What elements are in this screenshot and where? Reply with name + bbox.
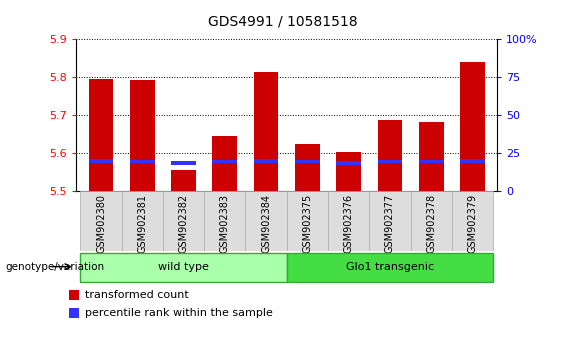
Bar	[411, 191, 452, 251]
Text: GSM902382: GSM902382	[179, 194, 189, 253]
Bar	[121, 191, 163, 251]
Bar	[287, 253, 493, 282]
Bar	[130, 160, 155, 164]
Bar	[212, 136, 237, 191]
Text: GSM902375: GSM902375	[302, 194, 312, 253]
Bar	[204, 191, 245, 251]
Bar	[377, 120, 402, 191]
Text: percentile rank within the sample: percentile rank within the sample	[85, 308, 273, 318]
Bar	[69, 290, 79, 300]
Bar	[287, 191, 328, 251]
Bar	[370, 191, 411, 251]
Bar	[69, 308, 79, 318]
Bar	[171, 161, 196, 165]
Text: GSM902383: GSM902383	[220, 194, 230, 252]
Text: GSM902378: GSM902378	[426, 194, 436, 253]
Bar	[336, 152, 361, 191]
Bar	[163, 191, 204, 251]
Bar	[460, 159, 485, 162]
Text: GSM902380: GSM902380	[96, 194, 106, 252]
Bar	[254, 72, 279, 191]
Text: GSM902384: GSM902384	[261, 194, 271, 252]
Bar	[212, 160, 237, 164]
Text: GSM902376: GSM902376	[344, 194, 354, 253]
Bar	[130, 80, 155, 191]
Bar	[295, 144, 320, 191]
Bar	[460, 62, 485, 191]
Bar	[377, 160, 402, 164]
Bar	[419, 121, 444, 191]
Bar	[254, 159, 279, 162]
Bar	[336, 161, 361, 165]
Bar	[295, 160, 320, 164]
Bar	[89, 79, 114, 191]
Bar	[419, 160, 444, 164]
Bar	[452, 191, 493, 251]
Text: GDS4991 / 10581518: GDS4991 / 10581518	[208, 14, 357, 28]
Text: genotype/variation: genotype/variation	[6, 262, 105, 272]
Bar	[80, 191, 121, 251]
Bar	[245, 191, 287, 251]
Text: transformed count: transformed count	[85, 290, 189, 300]
Text: GSM902379: GSM902379	[467, 194, 477, 253]
Bar	[171, 170, 196, 191]
Text: GSM902381: GSM902381	[137, 194, 147, 252]
Bar	[89, 159, 114, 162]
Text: Glo1 transgenic: Glo1 transgenic	[346, 262, 434, 272]
Text: GSM902377: GSM902377	[385, 194, 395, 253]
Bar	[80, 253, 286, 282]
Bar	[328, 191, 370, 251]
Text: wild type: wild type	[158, 262, 209, 272]
